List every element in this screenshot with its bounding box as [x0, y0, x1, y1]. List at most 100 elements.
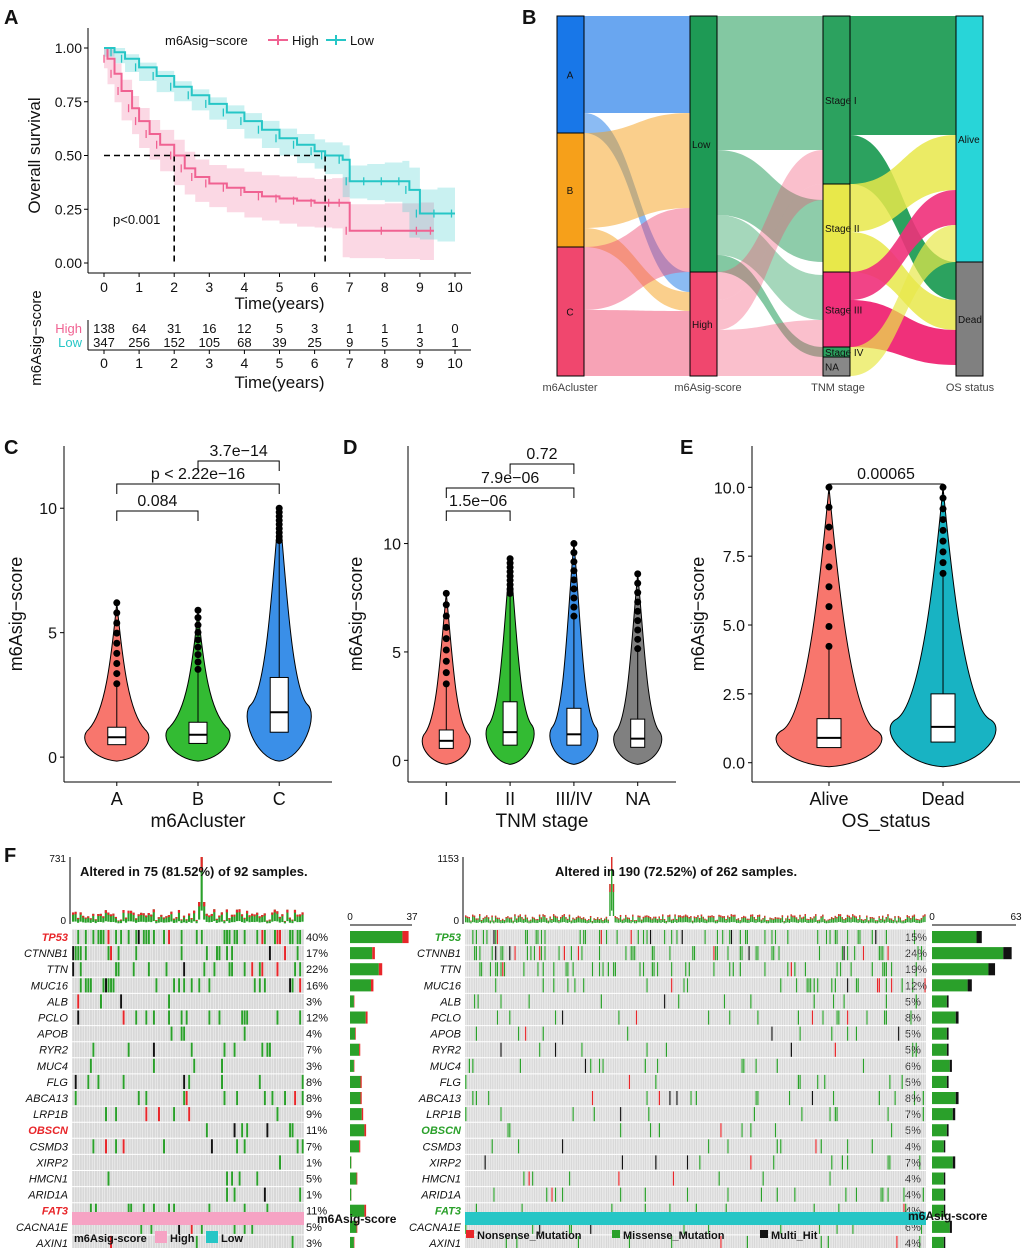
tmb-bar	[709, 915, 711, 918]
tmb-bar	[537, 919, 539, 921]
mutation-cell	[584, 1058, 587, 1073]
tmb-bar	[162, 917, 165, 919]
x-tick-label: 8	[381, 279, 389, 295]
mutation-cell	[243, 1219, 246, 1234]
mutation-cell	[193, 1058, 196, 1073]
tmb-bar	[549, 916, 551, 919]
gene-bar	[943, 1140, 946, 1153]
mutation-cell	[820, 1235, 822, 1248]
mutation-cell	[924, 978, 926, 993]
mutation-cell	[74, 1091, 77, 1106]
tmb-bar	[651, 918, 653, 923]
tmb-bar	[734, 914, 736, 917]
tmb-bar	[767, 920, 770, 924]
gene-percent: 4%	[905, 1238, 921, 1248]
tmb-bar	[140, 912, 143, 916]
tmb-bar	[137, 914, 140, 917]
tmb-bar	[904, 919, 907, 924]
mutation-cell	[804, 962, 807, 977]
tmb-bar	[157, 917, 160, 923]
tmb-bar	[278, 916, 281, 923]
tmb-bar	[815, 914, 817, 923]
tmb-bar	[177, 909, 181, 913]
mutation-cell	[646, 930, 648, 945]
tmb-bar	[507, 916, 509, 923]
outlier-point	[634, 589, 642, 597]
tmb-bar	[72, 912, 75, 922]
mutation-cell	[910, 1010, 912, 1025]
tmb-bar	[670, 919, 673, 921]
gene-bar	[932, 1011, 956, 1024]
mutation-cell	[579, 930, 581, 945]
comparison-bracket	[116, 510, 199, 521]
mutation-cell	[218, 946, 221, 961]
tmb-bar	[772, 918, 775, 920]
tmb-bar	[233, 914, 236, 917]
tmb-bar	[496, 917, 499, 919]
tmb-bar	[716, 919, 718, 921]
x-tick-label: 4	[241, 355, 249, 371]
mutation-cell	[776, 1058, 778, 1073]
outlier-point	[825, 523, 833, 531]
comparison-bracket	[445, 487, 575, 498]
mutation-cell	[472, 1058, 474, 1073]
tmb-bar	[781, 915, 784, 923]
mutation-cell	[293, 962, 297, 977]
mutation-cell	[180, 1010, 183, 1025]
mutation-cell	[150, 1219, 153, 1234]
mutation-cell	[915, 962, 917, 977]
mutation-cell	[225, 946, 229, 961]
x-tick-label: 2	[170, 279, 178, 295]
mutation-cell	[683, 1219, 685, 1234]
tmb-bar	[253, 914, 256, 923]
tmb-bar	[598, 919, 601, 924]
tmb-bar	[639, 915, 641, 923]
tmb-bar	[487, 917, 490, 923]
tmb-bar	[706, 919, 708, 924]
tmb-bar	[579, 916, 581, 923]
tmb-bar	[482, 917, 484, 923]
mutation-cell	[167, 994, 171, 1009]
mutation-cell	[87, 1074, 90, 1089]
gene-label: TP53	[435, 932, 461, 944]
mutation-cell	[813, 1203, 815, 1218]
x-tick-label: 10	[447, 355, 463, 371]
mutation-cell	[644, 1058, 646, 1073]
tmb-bar	[873, 917, 875, 920]
tmb-bar	[649, 917, 652, 923]
tmb-max-label: 1153	[437, 854, 459, 865]
mutation-cell	[598, 962, 601, 977]
tmb-bar	[786, 915, 789, 918]
outlier-point	[570, 594, 578, 602]
gene-label: MUC16	[424, 980, 462, 992]
tmb-bar	[709, 915, 711, 923]
tmb-bar	[271, 912, 274, 915]
mutation-cell	[263, 1091, 266, 1106]
tmb-bar	[560, 916, 562, 919]
outlier-point	[194, 658, 202, 666]
gene-label: MUC16	[31, 980, 69, 992]
tmb-bar	[288, 917, 291, 923]
outlier-point	[442, 657, 450, 665]
gene-percent: 24%	[905, 948, 927, 960]
tmb-bar	[797, 919, 799, 921]
tmb-bar	[917, 919, 919, 921]
mutation-cell	[122, 1139, 125, 1154]
tmb-bar	[547, 920, 550, 922]
gene-bar	[360, 1075, 362, 1088]
mutation-cell	[278, 1155, 282, 1170]
mutation-cell	[843, 946, 845, 961]
gene-percent: 22%	[306, 964, 328, 976]
box	[816, 718, 842, 749]
tmb-bar	[915, 918, 917, 920]
mutation-cell	[644, 1203, 646, 1218]
mutation-cell	[713, 962, 715, 977]
outlier-point	[825, 622, 833, 630]
mutation-cell	[537, 962, 539, 977]
outlier-point	[113, 680, 121, 688]
mutation-cell	[878, 1091, 880, 1106]
sankey-node-label: Stage I	[825, 96, 857, 107]
mutation-cell	[296, 930, 299, 945]
mutation-cell	[167, 1203, 171, 1218]
tmb-bar	[839, 914, 842, 923]
